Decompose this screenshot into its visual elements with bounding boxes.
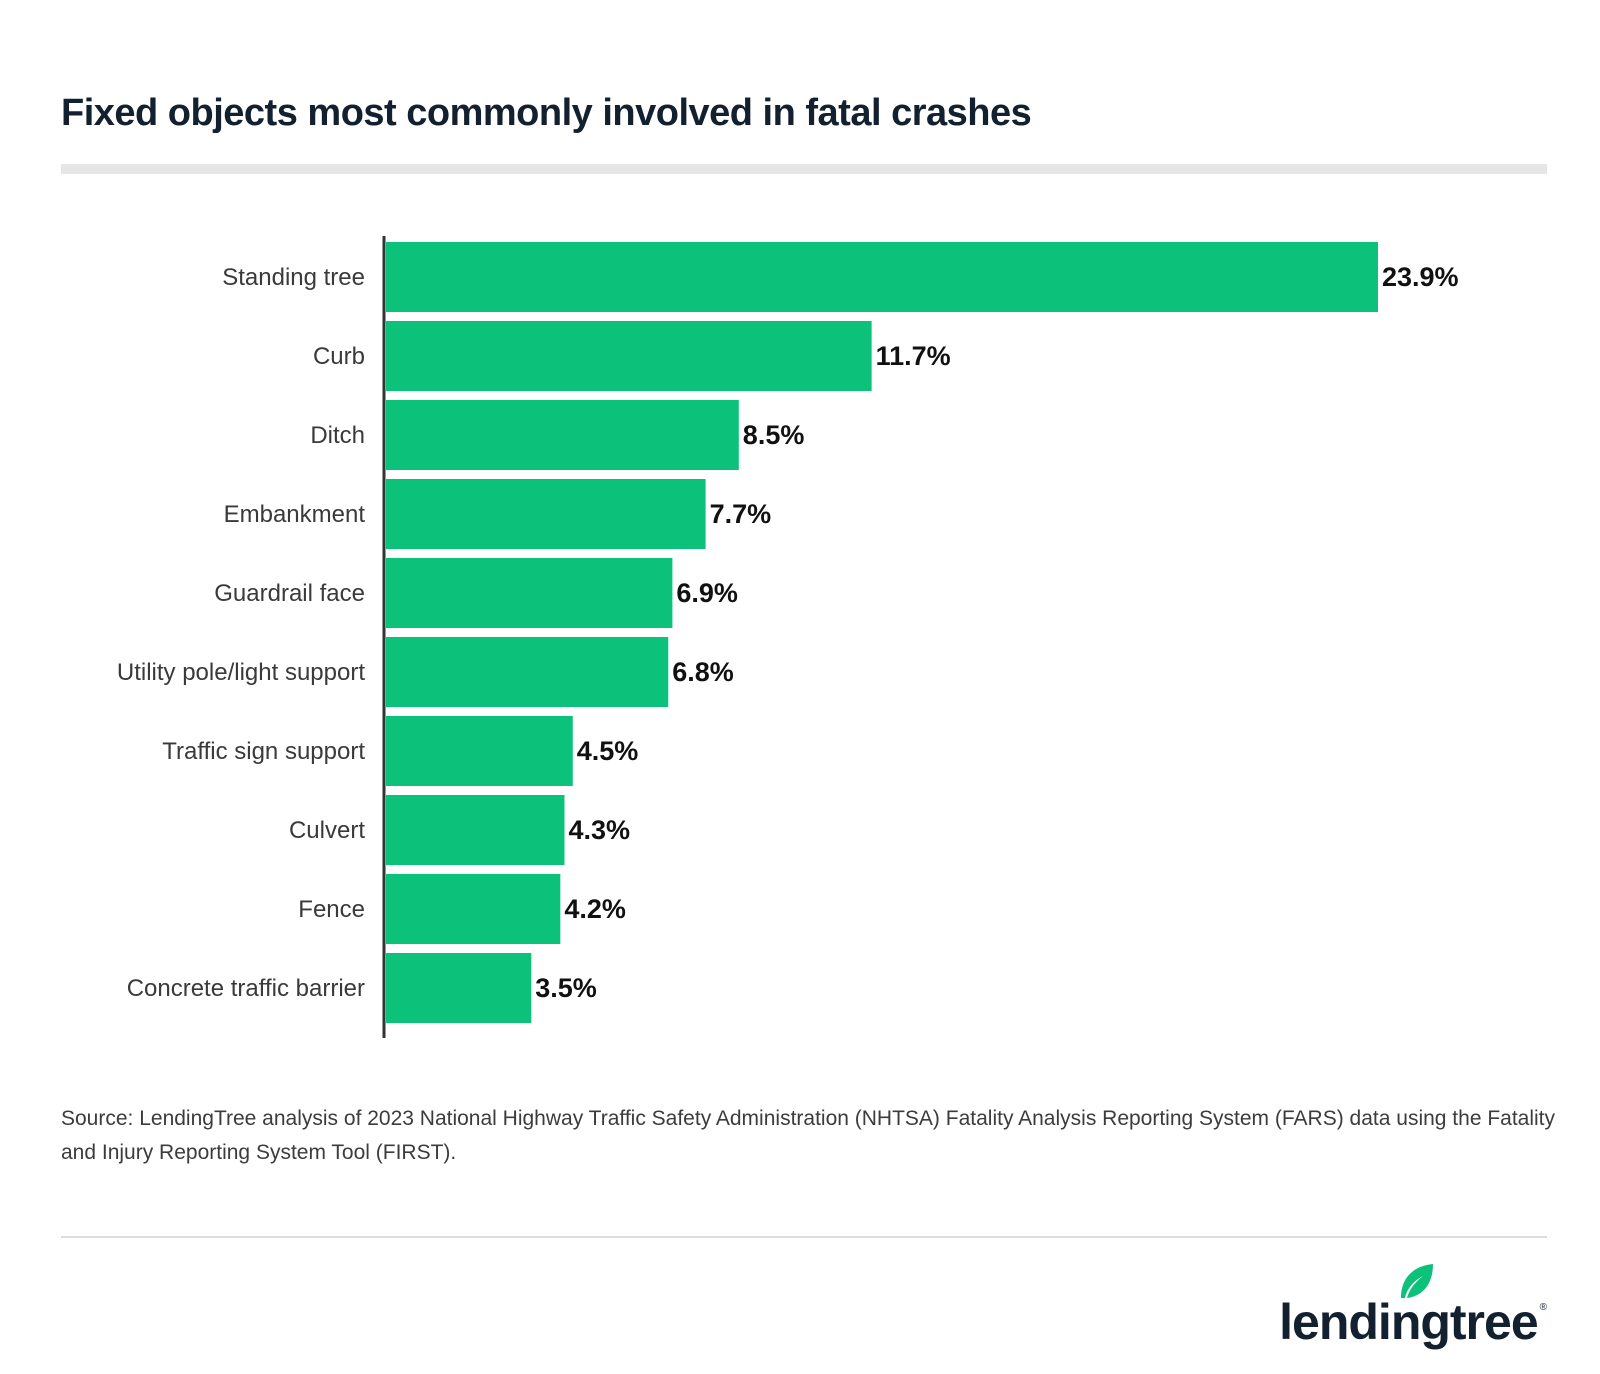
category-label: Utility pole/light support (117, 659, 365, 686)
value-label: 11.7% (876, 341, 951, 371)
value-label: 8.5% (743, 420, 805, 450)
bar (386, 479, 706, 549)
leaf-icon (1401, 1264, 1434, 1298)
source-note: Source: LendingTree analysis of 2023 Nat… (61, 1107, 1556, 1164)
footer-divider (61, 1236, 1547, 1238)
category-label: Traffic sign support (162, 738, 365, 765)
bar (386, 953, 532, 1023)
bar (386, 716, 573, 786)
category-label: Culvert (289, 817, 365, 844)
chart-title: Fixed objects most commonly involved in … (61, 92, 1032, 134)
bar (386, 558, 673, 628)
bar (386, 242, 1378, 312)
bar (386, 874, 561, 944)
registered-mark: ® (1539, 1301, 1547, 1313)
logo-wordmark: lendingtree (1279, 1294, 1538, 1350)
bar (386, 400, 739, 470)
category-label: Ditch (310, 422, 365, 449)
lendingtree-logo: lendingtree ® (1279, 1262, 1547, 1352)
category-label: Embankment (224, 501, 366, 528)
value-label: 6.8% (672, 657, 734, 687)
category-label: Guardrail face (214, 580, 365, 607)
bar (386, 321, 872, 391)
category-label: Standing tree (222, 264, 365, 291)
category-label: Concrete traffic barrier (127, 975, 365, 1002)
value-label: 7.7% (710, 499, 772, 529)
value-label: 4.5% (577, 736, 639, 766)
value-label: 4.2% (564, 894, 626, 924)
value-label: 6.9% (676, 578, 738, 608)
category-label: Curb (313, 343, 365, 370)
bar (386, 637, 669, 707)
value-label: 3.5% (535, 973, 597, 1003)
value-label: 23.9% (1382, 262, 1459, 292)
title-divider (61, 164, 1547, 174)
bar-chart: Standing tree 23.9% Curb 11.7% Ditch 8.5% Emba… (117, 236, 1459, 1038)
value-label: 4.3% (568, 815, 630, 845)
category-label: Fence (298, 896, 365, 923)
bar (386, 795, 565, 865)
